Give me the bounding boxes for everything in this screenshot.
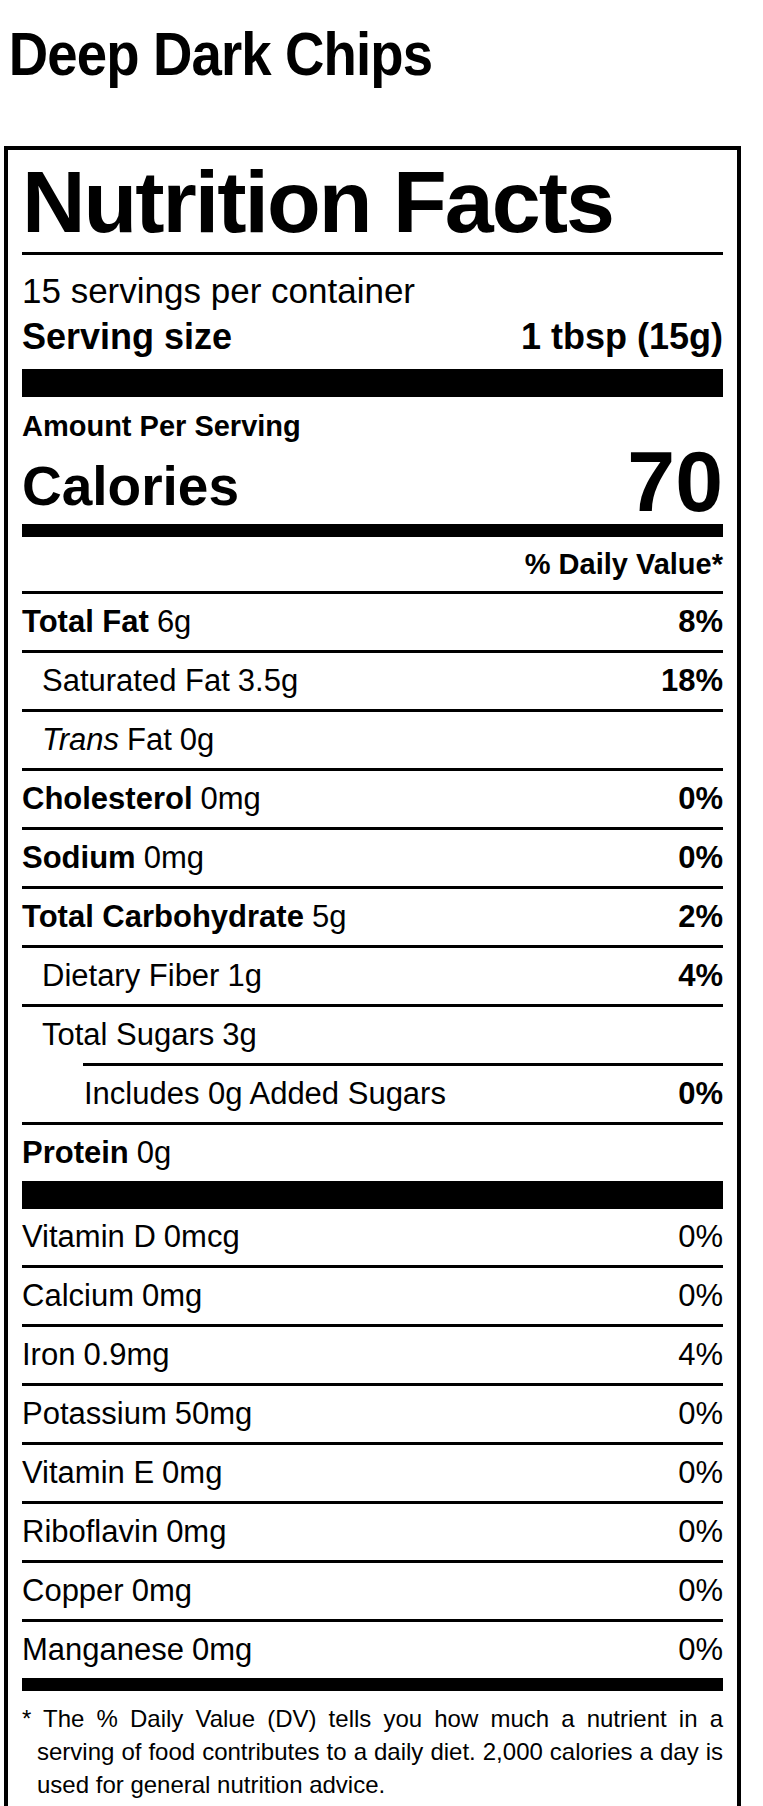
nutrient-amount: 0.9mg [83,1337,169,1372]
nutrient-dv: 0% [678,1219,723,1255]
nutrient-dv: 0% [678,1076,723,1112]
nutrient-dv: 0% [678,1278,723,1314]
nutrition-facts-panel: Nutrition Facts 15 servings per containe… [4,146,741,1806]
nutrient-name: Cholesterol [22,781,193,816]
nutrient-dv: 8% [678,604,723,640]
nutrient-row-protein: Protein0g [22,1122,723,1181]
nutrient-name: Iron [22,1337,75,1372]
calories-row: Calories 70 [22,443,723,524]
nutrient-row-cholesterol: Cholesterol0mg 0% [22,768,723,827]
nutrient-name: Total Carbohydrate [22,899,304,934]
micronutrient-row-calcium: Calcium0mg 0% [22,1265,723,1324]
nutrient-name: Total Sugars [42,1017,214,1052]
serving-size-value: 1 tbsp (15g) [521,317,723,357]
nutrient-amount: 0mg [166,1514,226,1549]
nutrient-row-sodium: Sodium0mg 0% [22,827,723,886]
nutrient-amount: 0mg [144,840,204,875]
nutrient-name: Potassium [22,1396,167,1431]
nutrient-dv: 4% [678,1337,723,1373]
micronutrient-row-vitamin-d: Vitamin D0mcg 0% [22,1209,723,1265]
nutrient-amount: 0mg [201,781,261,816]
nutrient-name: Vitamin D [22,1219,156,1254]
nutrient-row-trans-fat: TransFat0g [22,709,723,768]
nutrient-amount: 0mcg [164,1219,240,1254]
nutrient-row-total-fat: Total Fat6g 8% [22,591,723,650]
serving-size-label: Serving size [22,317,232,357]
micronutrient-row-copper: Copper0mg 0% [22,1560,723,1619]
nutrient-amount: 50mg [175,1396,253,1431]
nutrient-row-saturated-fat: Saturated Fat3.5g 18% [22,650,723,709]
servings-per-container: 15 servings per container [22,255,723,315]
nutrition-facts-heading: Nutrition Facts [22,152,723,252]
nutrition-label-page: Deep Dark Chips Nutrition Facts 15 servi… [0,0,763,1806]
thick-divider-bar [22,1181,723,1209]
nutrient-dv: 4% [678,958,723,994]
thick-divider-bar [22,369,723,397]
micronutrient-row-potassium: Potassium50mg 0% [22,1383,723,1442]
calories-value: 70 [627,443,723,519]
nutrient-dv: 2% [678,899,723,935]
nutrient-dv: 0% [678,1396,723,1432]
nutrient-amount: 0g [137,1135,171,1170]
medium-divider-bar [22,1678,723,1691]
product-title: Deep Dark Chips [0,0,671,92]
nutrient-name: Manganese [22,1632,184,1667]
micronutrient-row-iron: Iron0.9mg 4% [22,1324,723,1383]
nutrient-name: Riboflavin [22,1514,158,1549]
nutrient-amount: 0mg [142,1278,202,1313]
serving-size-row: Serving size 1 tbsp (15g) [22,315,723,369]
nutrient-name: Vitamin E [22,1455,154,1490]
nutrient-name: Fat [127,722,172,757]
calories-label: Calories [22,453,239,519]
nutrient-dv: 0% [678,1455,723,1491]
nutrient-amount: 3.5g [238,663,298,698]
nutrient-dv: 0% [678,1514,723,1550]
micronutrient-row-riboflavin: Riboflavin0mg 0% [22,1501,723,1560]
nutrient-row-total-sugars: Total Sugars3g [22,1004,723,1063]
daily-value-header: % Daily Value* [22,537,723,591]
micronutrient-row-manganese: Manganese0mg 0% [22,1619,723,1678]
nutrient-amount: 5g [312,899,346,934]
nutrient-name: Dietary Fiber [42,958,219,993]
nutrient-name-italic: Trans [42,722,119,757]
nutrient-name: Calcium [22,1278,134,1313]
nutrient-amount: 1g [227,958,261,993]
nutrient-name: Sodium [22,840,136,875]
nutrient-amount: 0mg [192,1632,252,1667]
daily-value-footnote: * The % Daily Value (DV) tells you how m… [22,1691,723,1806]
nutrient-name: Protein [22,1135,129,1170]
nutrient-dv: 0% [678,781,723,817]
nutrient-dv: 0% [678,1573,723,1609]
nutrient-name: Includes 0g Added Sugars [84,1076,446,1111]
nutrient-dv: 18% [661,663,723,699]
nutrient-amount: 3g [222,1017,256,1052]
nutrient-amount: 6g [157,604,191,639]
nutrient-dv: 0% [678,840,723,876]
nutrient-row-dietary-fiber: Dietary Fiber1g 4% [22,945,723,1004]
nutrient-name: Total Fat [22,604,149,639]
nutrient-amount: 0mg [132,1573,192,1608]
nutrient-name: Saturated Fat [42,663,230,698]
amount-per-serving-label: Amount Per Serving [22,397,723,443]
footnote-text: * The % Daily Value (DV) tells you how m… [22,1702,723,1801]
nutrient-row-total-carbohydrate: Total Carbohydrate5g 2% [22,886,723,945]
nutrient-amount: 0mg [162,1455,222,1490]
micronutrient-row-vitamin-e: Vitamin E0mg 0% [22,1442,723,1501]
nutrient-amount: 0g [180,722,214,757]
medium-divider-bar [22,524,723,537]
nutrient-dv: 0% [678,1632,723,1668]
nutrient-row-added-sugars: Includes 0g Added Sugars 0% [22,1066,723,1122]
nutrient-name: Copper [22,1573,124,1608]
